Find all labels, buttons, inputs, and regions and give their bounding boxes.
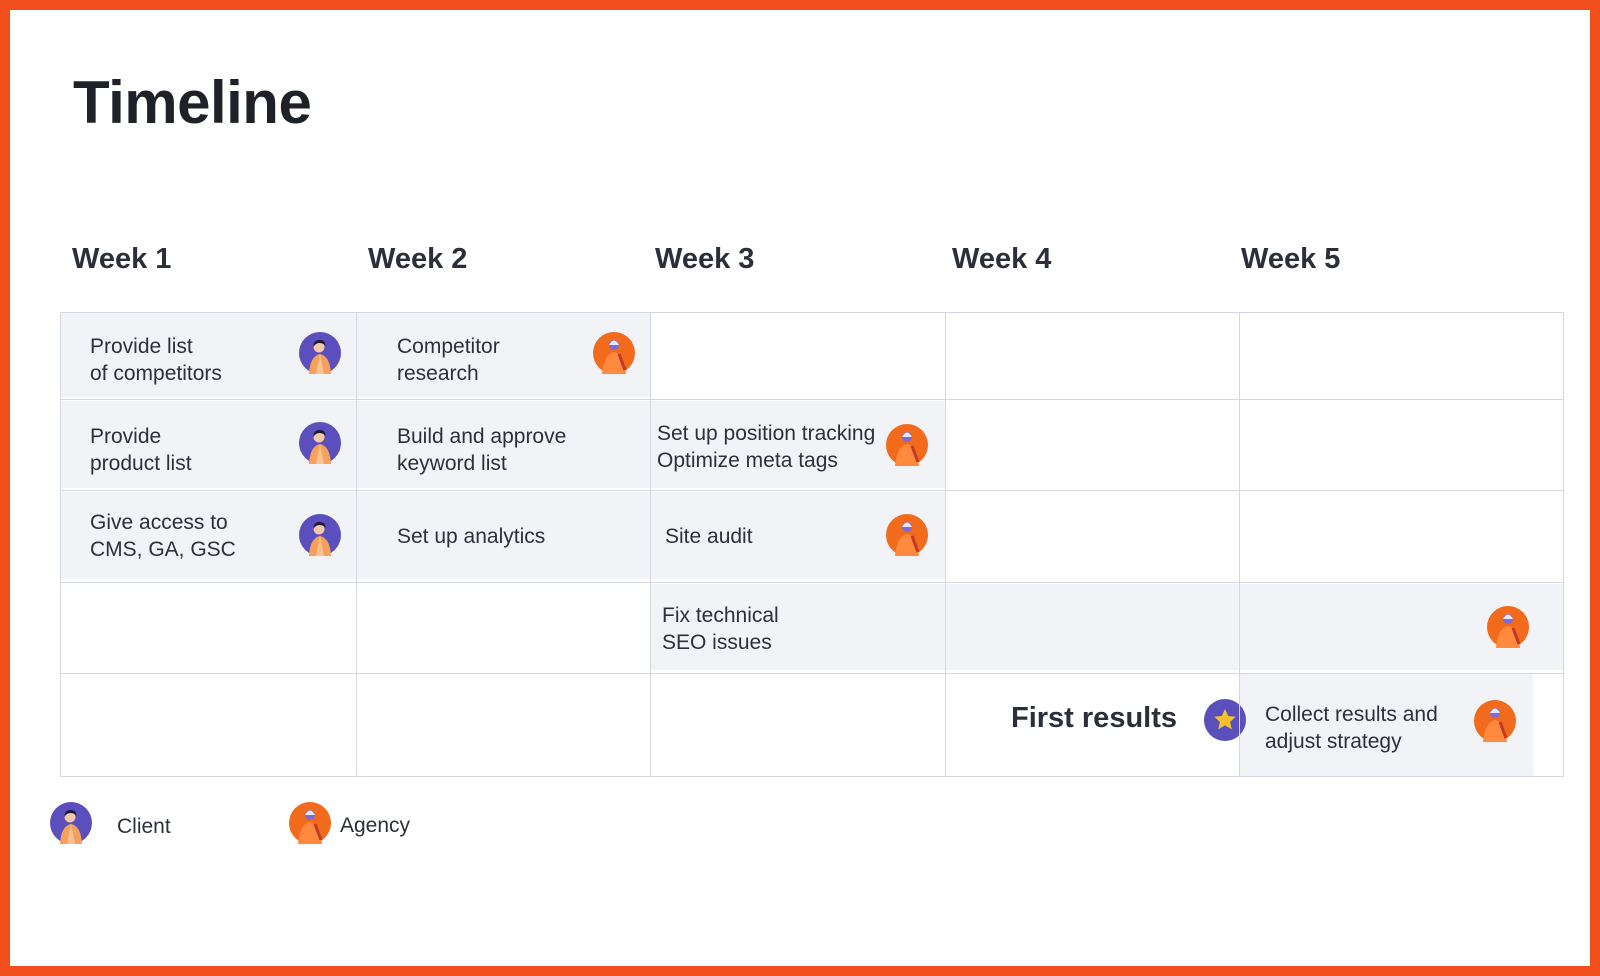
page-title: Timeline	[73, 69, 312, 136]
week-3-header: Week 3	[655, 243, 755, 275]
task-label: Site audit	[665, 525, 753, 548]
grid-divider	[945, 313, 946, 776]
agency-legend-icon	[289, 802, 331, 844]
week-2-header: Week 2	[368, 243, 468, 275]
grid-divider	[61, 399, 1563, 400]
task-label: Set up position tracking Optimize meta t…	[657, 422, 876, 472]
grid-divider	[1239, 313, 1240, 776]
client-legend-icon	[50, 802, 92, 844]
task-label: Competitor research	[397, 335, 500, 385]
grid-divider	[61, 490, 1563, 491]
task-label: Collect results and adjust strategy	[1265, 703, 1438, 753]
week-4-header: Week 4	[952, 243, 1052, 275]
first-results-milestone: First results	[1011, 702, 1177, 734]
client-avatar-icon	[299, 514, 341, 556]
task-block-give-access: Give access to CMS, GA, GSC	[61, 492, 356, 579]
task-block-provide-product-list: Provide product list	[61, 401, 356, 488]
agency-avatar-icon	[1474, 700, 1516, 742]
grid-divider	[356, 313, 357, 776]
week-1-header: Week 1	[72, 243, 172, 275]
timeline-grid: Provide list of competitors Competitor r…	[60, 312, 1564, 777]
legend-agency-label: Agency	[340, 814, 411, 837]
task-block-competitor-research: Competitor research	[356, 313, 650, 397]
task-block-set-up-analytics: Set up analytics	[356, 492, 650, 579]
task-label: Provide list of competitors	[90, 335, 222, 385]
grid-divider	[650, 313, 651, 776]
task-label: Provide product list	[90, 425, 192, 475]
legend-client-label: Client	[117, 815, 171, 838]
task-block-provide-competitors: Provide list of competitors	[61, 313, 356, 397]
grid-divider	[61, 673, 1563, 674]
grid-divider	[61, 582, 1563, 583]
agency-avatar-icon	[886, 424, 928, 466]
task-block-site-audit: Site audit	[650, 492, 945, 579]
agency-avatar-icon	[593, 332, 635, 374]
client-avatar-icon	[299, 332, 341, 374]
task-block-position-tracking: Set up position tracking Optimize meta t…	[650, 401, 945, 488]
task-block-fix-technical-seo: Fix technical SEO issues	[650, 584, 1563, 670]
task-label: Give access to CMS, GA, GSC	[90, 511, 236, 561]
week-5-header: Week 5	[1241, 243, 1341, 275]
star-icon	[1204, 699, 1246, 741]
agency-avatar-icon	[886, 514, 928, 556]
client-avatar-icon	[299, 422, 341, 464]
task-label: Build and approve keyword list	[397, 425, 567, 475]
task-block-collect-results: Collect results and adjust strategy	[1239, 674, 1533, 776]
task-block-build-keyword-list: Build and approve keyword list	[356, 401, 650, 488]
task-label: Fix technical SEO issues	[662, 604, 779, 654]
agency-avatar-icon	[1487, 606, 1529, 648]
task-label: Set up analytics	[397, 525, 546, 548]
